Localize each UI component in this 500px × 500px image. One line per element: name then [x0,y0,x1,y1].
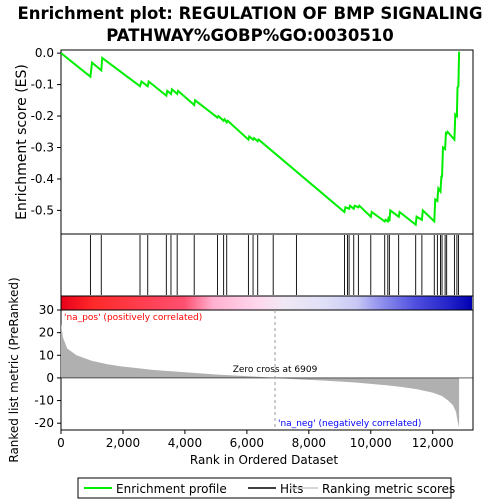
es-y-tick-label: -0.2 [31,109,54,123]
legend-label-enrichment: Enrichment profile [116,482,227,496]
rank-y-tick-label: 30 [39,303,54,317]
rank-x-tick-label: 8,000 [292,436,326,450]
rank-color-bar [61,296,472,310]
rank-x-ticks: 0 2,000 4,000 6,000 8,000 10,000 12,000 [57,430,454,450]
legend: Enrichment profile Hits Ranking metric s… [77,477,455,499]
hit-lines [89,235,459,295]
rank-y-tick-label: 20 [39,326,54,340]
es-y-ticks: 0.0 -0.1 -0.2 -0.3 -0.4 -0.5 [31,46,61,217]
chart-title-line2: PATHWAY%GOBP%GO:0030510 [106,26,394,45]
es-y-tick-label: -0.1 [31,78,54,92]
legend-label-hits: Hits [280,482,303,496]
rank-x-tick-label: 2,000 [106,436,140,450]
rank-x-tick-label: 4,000 [168,436,202,450]
enrichment-profile-line [60,51,461,227]
rank-y-axis-label: Ranked list metric (PreRanked) [7,277,21,462]
rank-y-ticks: 30 20 10 0 -10 -20 [34,303,61,430]
rank-x-tick-label: 10,000 [350,436,392,450]
es-panel-frame [60,49,474,235]
hits-panel-frame [60,233,474,297]
es-y-tick-label: -0.5 [31,203,54,217]
zero-cross-label: Zero cross at 6909 [233,365,318,375]
ranking-metric-area [61,323,460,428]
es-panel: 0.0 -0.1 -0.2 -0.3 -0.4 -0.5 Enrichment score… [14,46,474,235]
negative-correlation-label: 'na_neg' (negatively correlated) [278,419,421,429]
rank-x-tick-label: 6,000 [230,436,264,450]
es-y-tick-label: -0.4 [31,172,54,186]
rank-y-tick-label: -10 [34,394,54,408]
rank-y-tick-label: 10 [39,348,54,362]
rank-x-axis-label: Rank in Ordered Dataset [190,453,338,467]
positive-correlation-label: 'na_pos' (positively correlated) [64,313,202,323]
hits-panel [60,233,474,311]
chart-title-line1: Enrichment plot: REGULATION OF BMP SIGNA… [17,4,482,23]
es-y-tick-label: -0.3 [31,141,54,155]
legend-label-ranking: Ranking metric scores [322,482,455,496]
es-y-tick-label: 0.0 [35,46,54,60]
rank-x-tick-label: 0 [57,436,65,450]
ranked-metric-panel: Zero cross at 6909 'na_pos' (positively … [7,277,474,467]
rank-x-tick-label: 12,000 [412,436,454,450]
rank-y-tick-label: -20 [34,416,54,430]
rank-y-tick-label: 0 [46,371,54,385]
es-y-axis-label: Enrichment score (ES) [14,64,30,220]
